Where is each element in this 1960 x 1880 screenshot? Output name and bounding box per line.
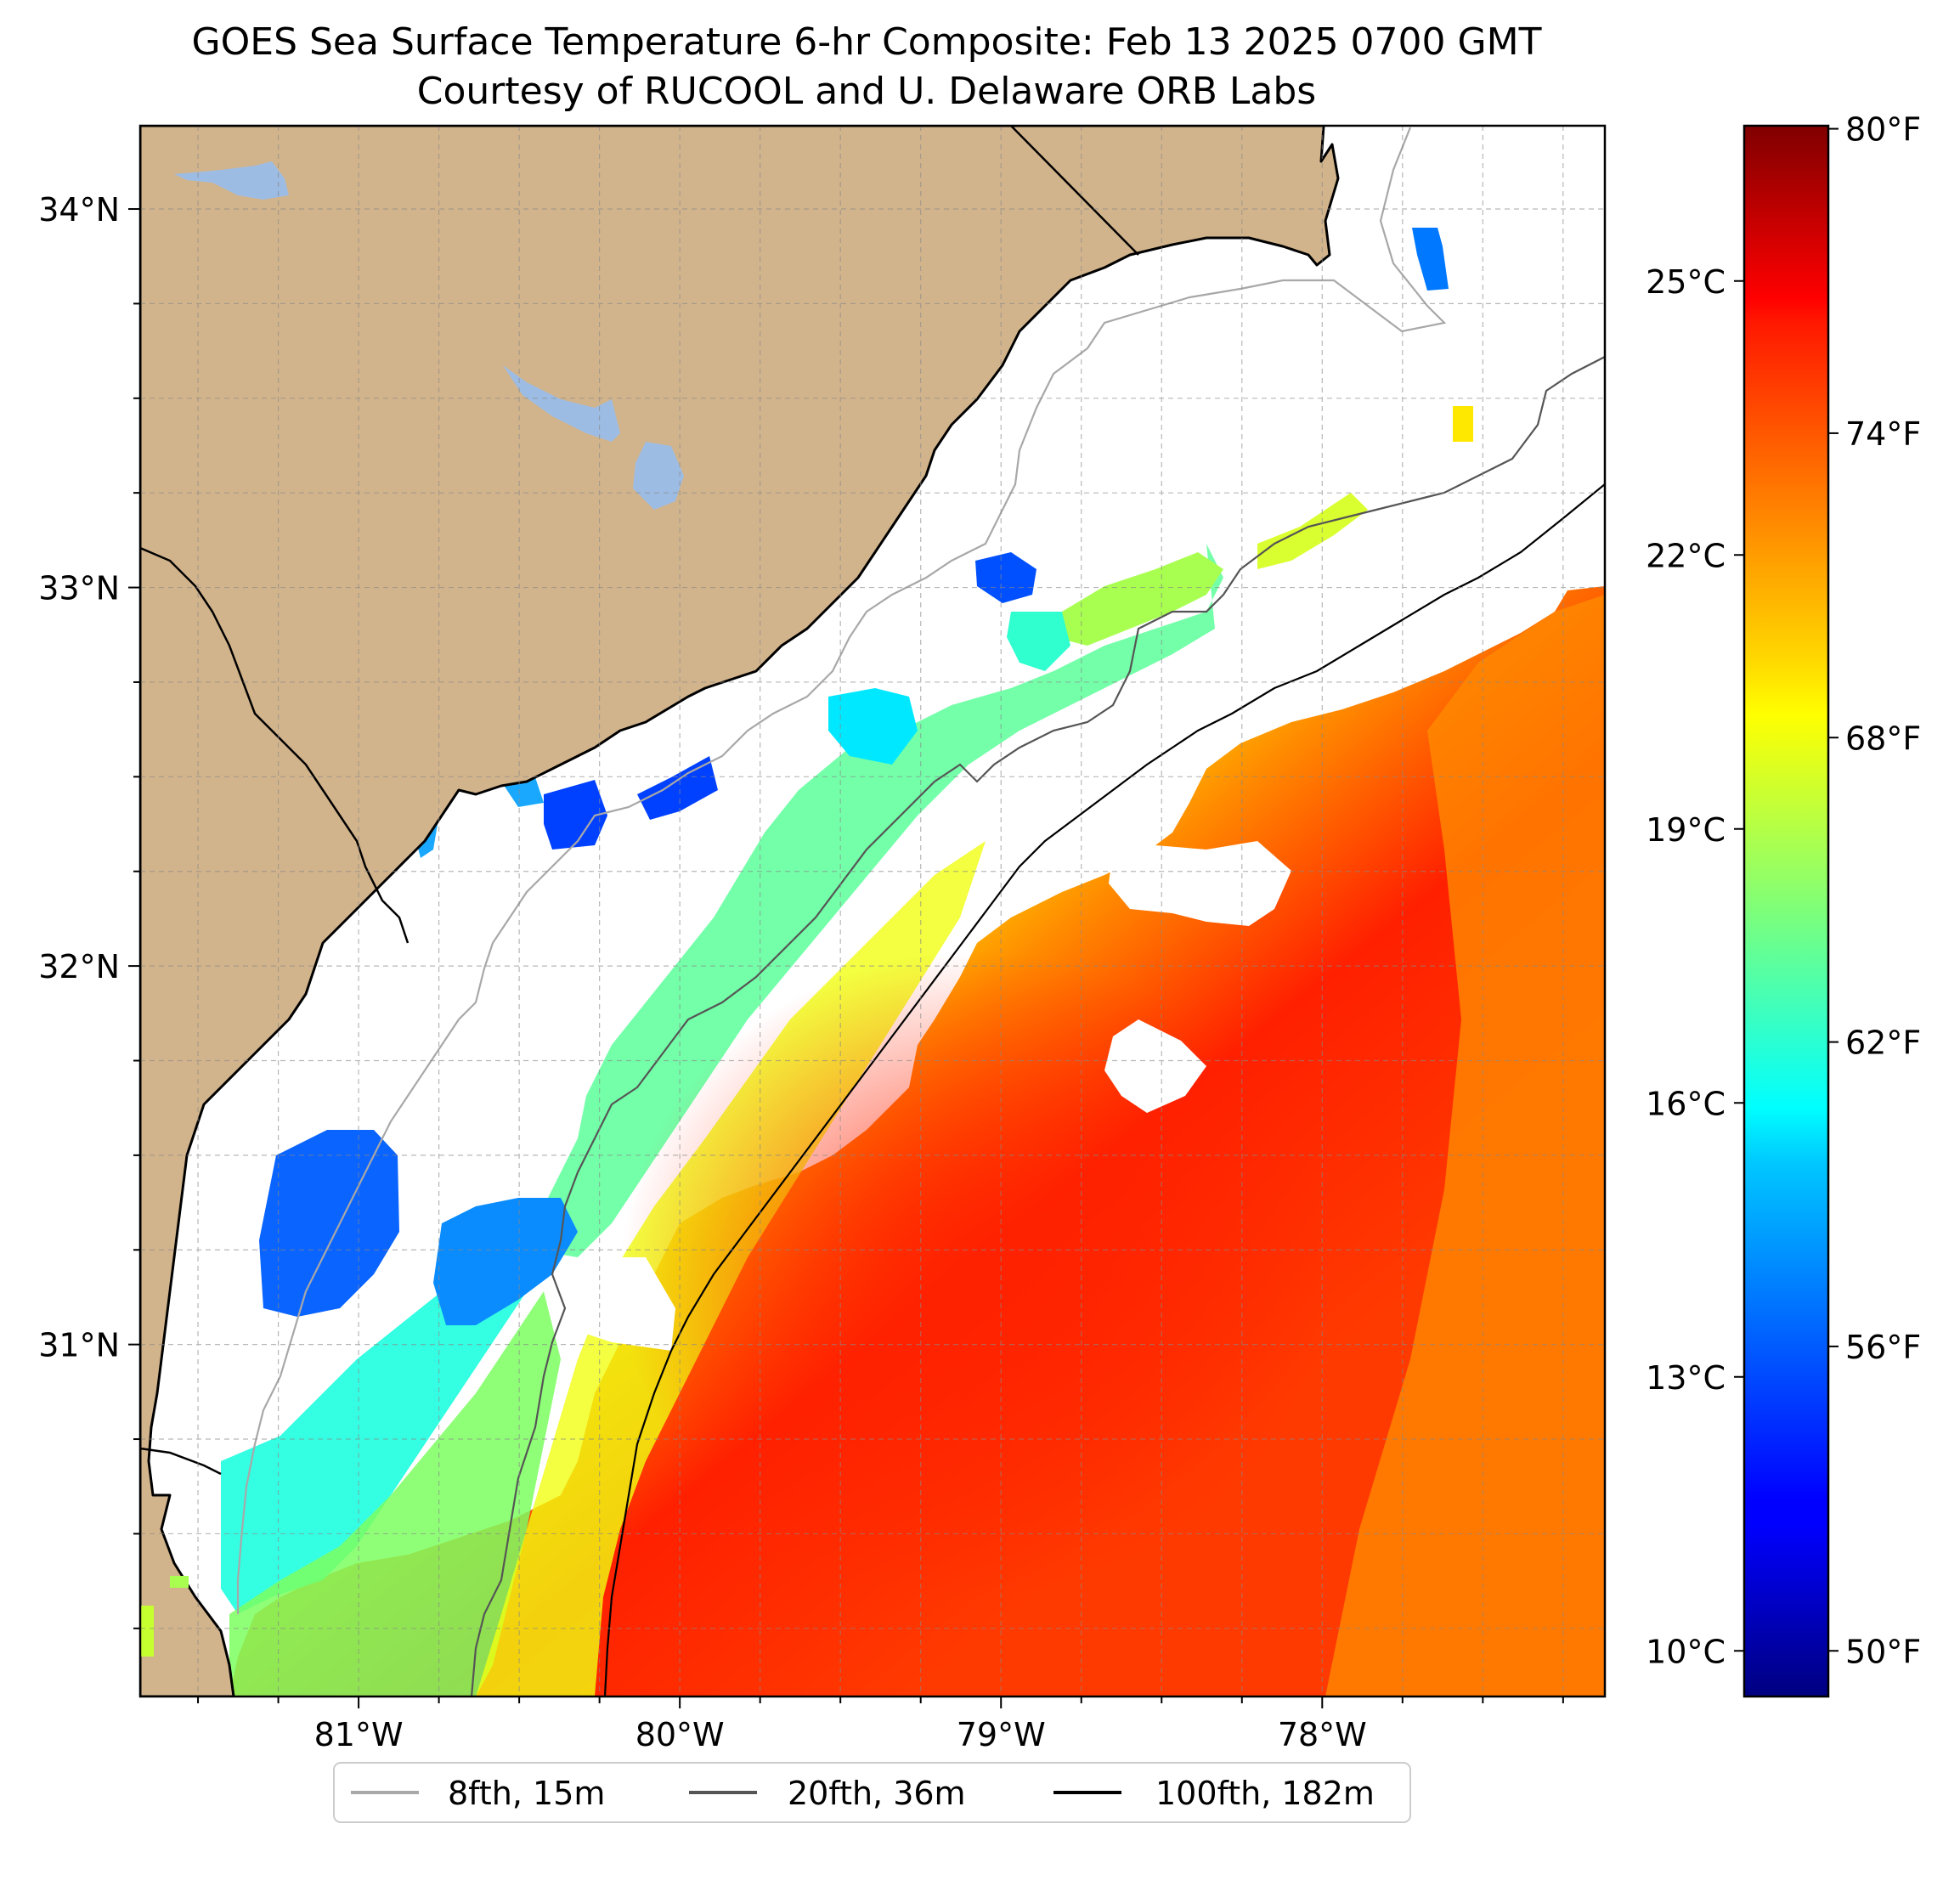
- sst-warm-core: [620, 951, 1334, 1597]
- colorbar-c-label: 16°C: [1646, 1085, 1726, 1122]
- colorbar-c-label: 10°C: [1646, 1633, 1726, 1670]
- colorbar-fahrenheit-ticks: 50°F 56°F 62°F 68°F 74°F 80°F: [1828, 111, 1921, 1670]
- no-data-patch-1: [1109, 841, 1291, 926]
- state-border-west: [140, 546, 410, 944]
- legend-label-8fth: 8fth, 15m: [448, 1775, 605, 1812]
- lon-tick-label: 80°W: [635, 1716, 725, 1753]
- legend-box: [333, 1762, 1411, 1823]
- cold-patch-4: [259, 1130, 399, 1317]
- figure-title: GOES Sea Surface Temperature 6-hr Compos…: [192, 20, 1542, 64]
- no-data-patch-4: [1121, 680, 1325, 739]
- contour-20fth: [470, 356, 1605, 1697]
- cold-patch-5: [433, 1198, 578, 1325]
- gridlines: [140, 126, 1605, 1697]
- sst-patch-cyan-mid: [828, 688, 918, 765]
- map-frame: [138, 124, 1607, 1698]
- lat-tick-label: 33°N: [38, 570, 120, 607]
- sst-green-south: [229, 1291, 561, 1697]
- lat-tick-label: 32°N: [38, 948, 120, 985]
- lon-tick-label: 81°W: [314, 1716, 404, 1753]
- state-border: [1010, 126, 1139, 256]
- colorbar-f-label: 68°F: [1845, 720, 1921, 757]
- colorbar-c-label: 22°C: [1646, 537, 1726, 574]
- land-green-pixels-1: [140, 1606, 154, 1657]
- lon-tick-label: 78°W: [1278, 1716, 1367, 1753]
- colorbar-f-label: 80°F: [1845, 111, 1921, 149]
- colorbar-f-label: 62°F: [1845, 1025, 1921, 1062]
- lat-tick-label: 31°N: [38, 1327, 120, 1364]
- land-green-pixels-2: [170, 1576, 189, 1588]
- colorbar: 10°C 13°C 16°C 19°C 22°C 25°C 50°F 56°F 62°F 68°…: [1646, 111, 1921, 1698]
- sst-patch-yellow: [1453, 406, 1473, 442]
- colorbar-f-label: 56°F: [1845, 1329, 1921, 1366]
- contour-8fth: [236, 127, 1447, 1614]
- lake-marion: [503, 365, 620, 442]
- contour-legend: 8fth, 15m 20fth, 36m 100fth, 182m: [333, 1762, 1411, 1823]
- sst-patch-cyan-north: [1007, 612, 1070, 671]
- sst-cyan-nearshore: [221, 1240, 544, 1614]
- cold-patch-2: [544, 780, 607, 850]
- lat-tick-label: 34°N: [38, 191, 120, 229]
- lon-axis: 81°W 80°W 79°W 78°W: [197, 1697, 1564, 1753]
- cold-patch-6: [1412, 228, 1449, 291]
- lat-axis: 31°N 32°N 33°N 34°N: [38, 191, 140, 1629]
- contour-100fth: [603, 483, 1605, 1697]
- colorbar-c-label: 13°C: [1646, 1359, 1726, 1397]
- colorbar-c-label: 19°C: [1646, 811, 1726, 849]
- colorbar-c-label: 25°C: [1646, 263, 1726, 301]
- colorbar-f-label: 50°F: [1845, 1633, 1921, 1670]
- figure-subtitle: Courtesy of RUCOOL and U. Delaware ORB L…: [417, 70, 1316, 113]
- colorbar-gradient: [1743, 124, 1830, 1698]
- no-data-patch-3: [552, 1257, 675, 1351]
- legend-label-20fth: 20fth, 36m: [788, 1775, 966, 1812]
- sst-patch-north-green: [1053, 552, 1223, 646]
- cold-patch-1: [975, 552, 1036, 603]
- colorbar-celsius-ticks: 10°C 13°C 16°C 19°C 22°C 25°C: [1646, 263, 1744, 1670]
- legend-label-100fth: 100fth, 182m: [1155, 1775, 1375, 1812]
- land: [140, 126, 1340, 1697]
- no-data-patch-2: [1104, 1019, 1206, 1113]
- sst-patch-yellowgreen: [1257, 493, 1368, 569]
- sst-orange-east: [1325, 595, 1605, 1697]
- colorbar-f-label: 74°F: [1845, 415, 1921, 453]
- lake-north: [174, 161, 289, 200]
- cold-patch-3: [637, 756, 718, 820]
- lon-tick-label: 79°W: [957, 1716, 1046, 1753]
- map-panel: [140, 126, 1605, 1697]
- state-border-south: [140, 1447, 222, 1476]
